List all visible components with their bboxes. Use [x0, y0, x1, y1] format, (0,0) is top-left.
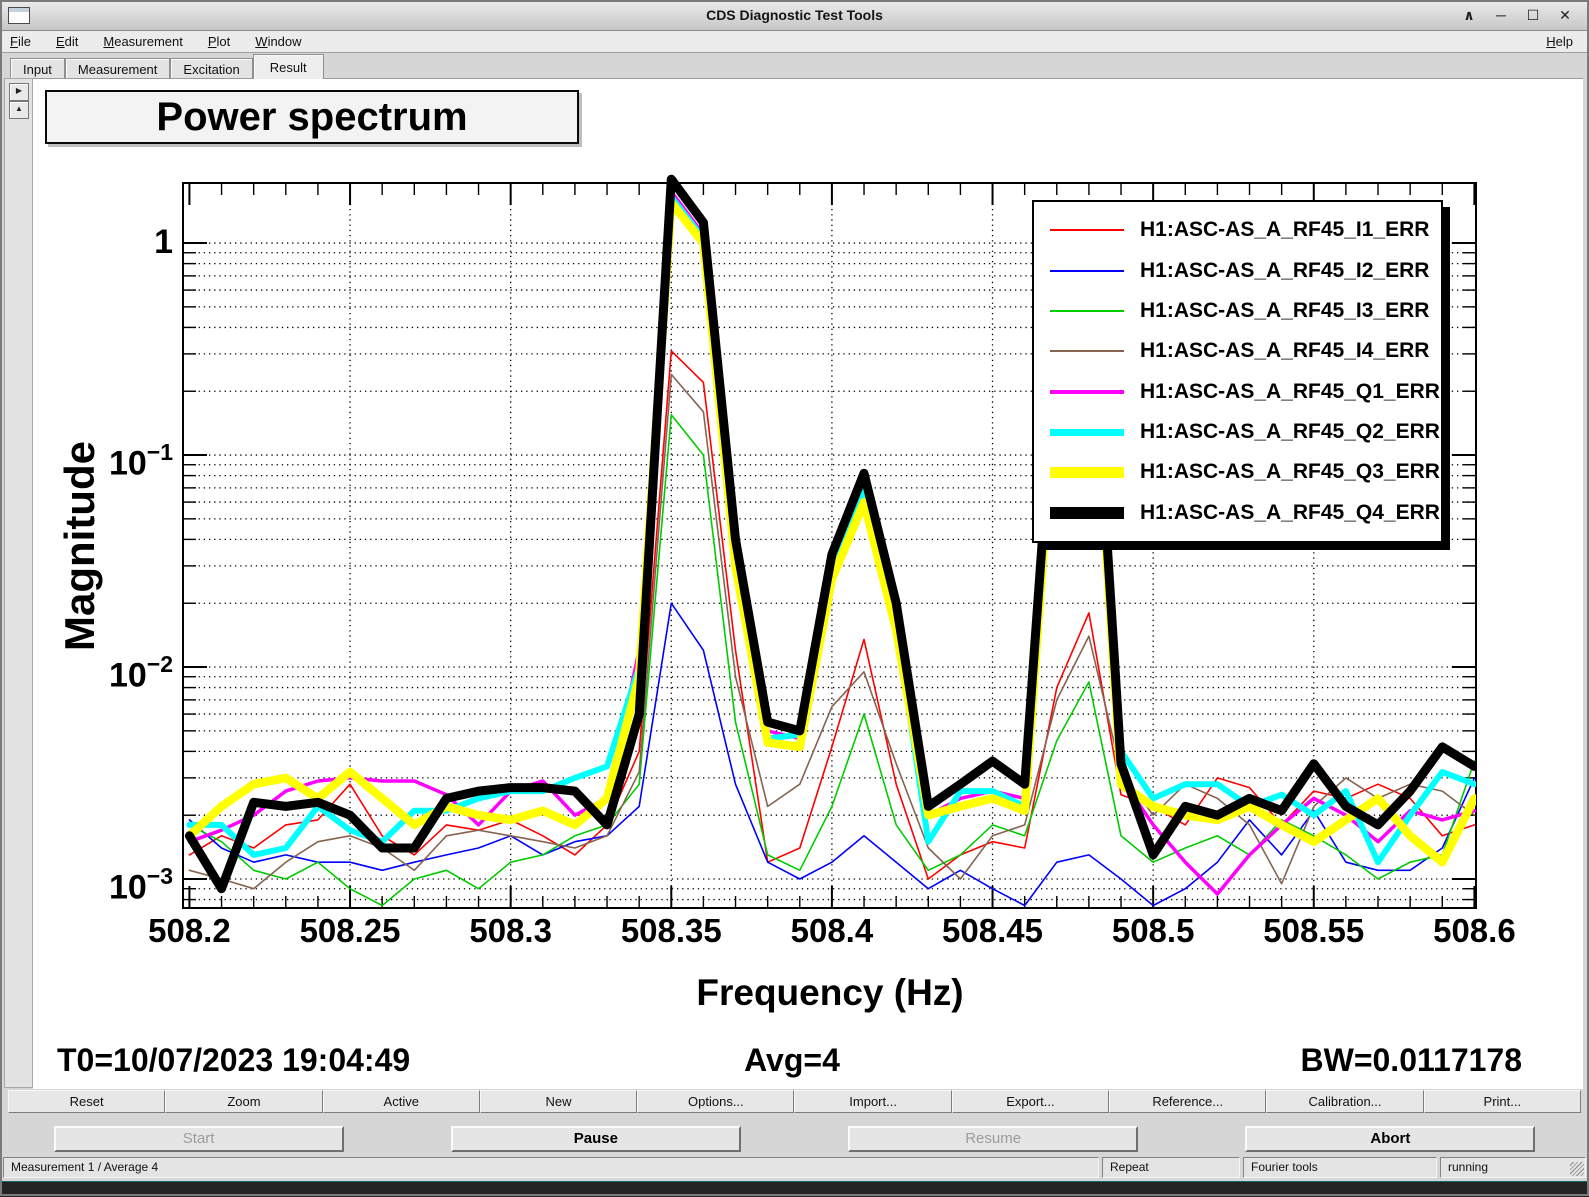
menu-item-window[interactable]: Window [255, 33, 302, 49]
window-title: CDS Diagnostic Test Tools [706, 7, 883, 23]
minimize-button[interactable]: ─ [1496, 7, 1506, 23]
legend-item: H1:ASC-AS_A_RF45_Q2_ERR [1034, 420, 1441, 444]
resume-button: Resume [848, 1126, 1139, 1152]
t0-label: T0=10/07/2023 19:04:49 [57, 1042, 411, 1078]
legend-line-swatch [1050, 389, 1124, 394]
legend-line-swatch [1050, 309, 1124, 312]
zoom-button[interactable]: Zoom [165, 1090, 323, 1113]
start-button: Start [53, 1126, 344, 1152]
transport-controls: Start Pause Resume Abort [0, 1122, 1589, 1156]
legend-line-swatch [1050, 269, 1124, 272]
calibration-button[interactable]: Calibration... [1266, 1090, 1424, 1113]
menu-item-help[interactable]: Help [1546, 34, 1573, 49]
legend-label: H1:ASC-AS_A_RF45_Q1_ERR [1140, 379, 1440, 403]
statusbar: Measurement 1 / Average 4 Repeat Fourier t… [3, 1157, 1586, 1178]
legend-label: H1:ASC-AS_A_RF45_Q3_ERR [1140, 460, 1440, 484]
pause-button[interactable]: Pause [450, 1126, 741, 1152]
avg-label: Avg=4 [744, 1042, 840, 1078]
plot-left-strip [4, 78, 33, 1088]
transport-cell: Abort [1192, 1122, 1589, 1156]
new-button[interactable]: New [479, 1090, 638, 1113]
menu-item-measurement[interactable]: Measurement [103, 33, 183, 49]
options-button[interactable]: Options... [637, 1090, 795, 1113]
tab-input[interactable]: Input [10, 58, 65, 79]
export-button[interactable]: Export... [951, 1090, 1110, 1113]
transport-cell: Resume [795, 1122, 1192, 1156]
menu-item-file[interactable]: File [10, 33, 31, 49]
legend-label: H1:ASC-AS_A_RF45_I2_ERR [1140, 258, 1430, 282]
pan-up-button[interactable]: ▲ [9, 101, 29, 119]
close-button[interactable]: ✕ [1559, 7, 1571, 23]
legend-label: H1:ASC-AS_A_RF45_I3_ERR [1140, 298, 1430, 322]
status-panel-0: Measurement 1 / Average 4 [3, 1157, 1099, 1178]
window-bottom-edge [0, 1181, 1589, 1197]
legend-item: H1:ASC-AS_A_RF45_I3_ERR [1034, 299, 1441, 323]
reset-button[interactable]: Reset [8, 1090, 166, 1113]
status-panel-1: Repeat [1102, 1157, 1240, 1178]
legend-label: H1:ASC-AS_A_RF45_Q4_ERR [1140, 500, 1440, 524]
menu-item-plot[interactable]: Plot [207, 33, 231, 49]
menu-item-edit[interactable]: Edit [55, 33, 79, 49]
window-titlebar: CDS Diagnostic Test Tools ∧ ─ ☐ ✕ [0, 0, 1589, 31]
menubar: File Edit Measurement Plot Window Help [0, 31, 1589, 53]
legend-item: H1:ASC-AS_A_RF45_I4_ERR [1034, 339, 1441, 363]
import-button[interactable]: Import... [794, 1090, 952, 1113]
status-panel-2: Fourier tools [1243, 1157, 1437, 1178]
legend-line-swatch [1050, 466, 1124, 478]
legend-label: H1:ASC-AS_A_RF45_I1_ERR [1140, 218, 1430, 242]
legend-item: H1:ASC-AS_A_RF45_Q1_ERR [1034, 380, 1441, 404]
maximize-button[interactable]: ☐ [1526, 7, 1540, 23]
resize-grip[interactable] [1570, 1162, 1584, 1176]
legend-item: H1:ASC-AS_A_RF45_I2_ERR [1034, 259, 1441, 283]
legend-label: H1:ASC-AS_A_RF45_Q2_ERR [1140, 420, 1440, 444]
abort-button[interactable]: Abort [1245, 1126, 1536, 1152]
plot-title: Power spectrum [45, 90, 579, 144]
tab-result[interactable]: Result [252, 54, 324, 79]
legend-item: H1:ASC-AS_A_RF45_I1_ERR [1034, 218, 1441, 242]
window-icon [8, 6, 30, 24]
plot-toolbar: Reset Zoom Active New Options... Import... Exp… [8, 1090, 1581, 1113]
status-panel-3: running [1440, 1157, 1586, 1178]
pan-right-button[interactable]: ▶ [9, 83, 29, 101]
tab-measurement[interactable]: Measurement [64, 58, 171, 79]
tabbar: Input Measurement Excitation Result [0, 53, 1589, 79]
legend: H1:ASC-AS_A_RF45_I1_ERR H1:ASC-AS_A_RF45_… [1032, 200, 1443, 543]
transport-cell: Pause [397, 1122, 794, 1156]
reference-button[interactable]: Reference... [1109, 1090, 1267, 1113]
legend-line-swatch [1050, 229, 1124, 232]
tab-excitation[interactable]: Excitation [170, 58, 253, 79]
legend-line-swatch [1050, 428, 1124, 436]
bw-label: BW=0.0117178 [1300, 1042, 1523, 1078]
legend-line-swatch [1050, 506, 1124, 519]
legend-item: H1:ASC-AS_A_RF45_Q3_ERR [1034, 460, 1441, 484]
legend-line-swatch [1050, 350, 1124, 353]
shade-button[interactable]: ∧ [1463, 7, 1475, 23]
legend-label: H1:ASC-AS_A_RF45_I4_ERR [1140, 339, 1430, 363]
active-button[interactable]: Active [322, 1090, 480, 1113]
menubar-items: File Edit Measurement Plot Window [10, 32, 327, 52]
print-button[interactable]: Print... [1423, 1090, 1581, 1113]
legend-item: H1:ASC-AS_A_RF45_Q4_ERR [1034, 501, 1441, 525]
transport-cell: Start [0, 1122, 397, 1156]
window-controls: ∧ ─ ☐ ✕ [1457, 5, 1589, 25]
